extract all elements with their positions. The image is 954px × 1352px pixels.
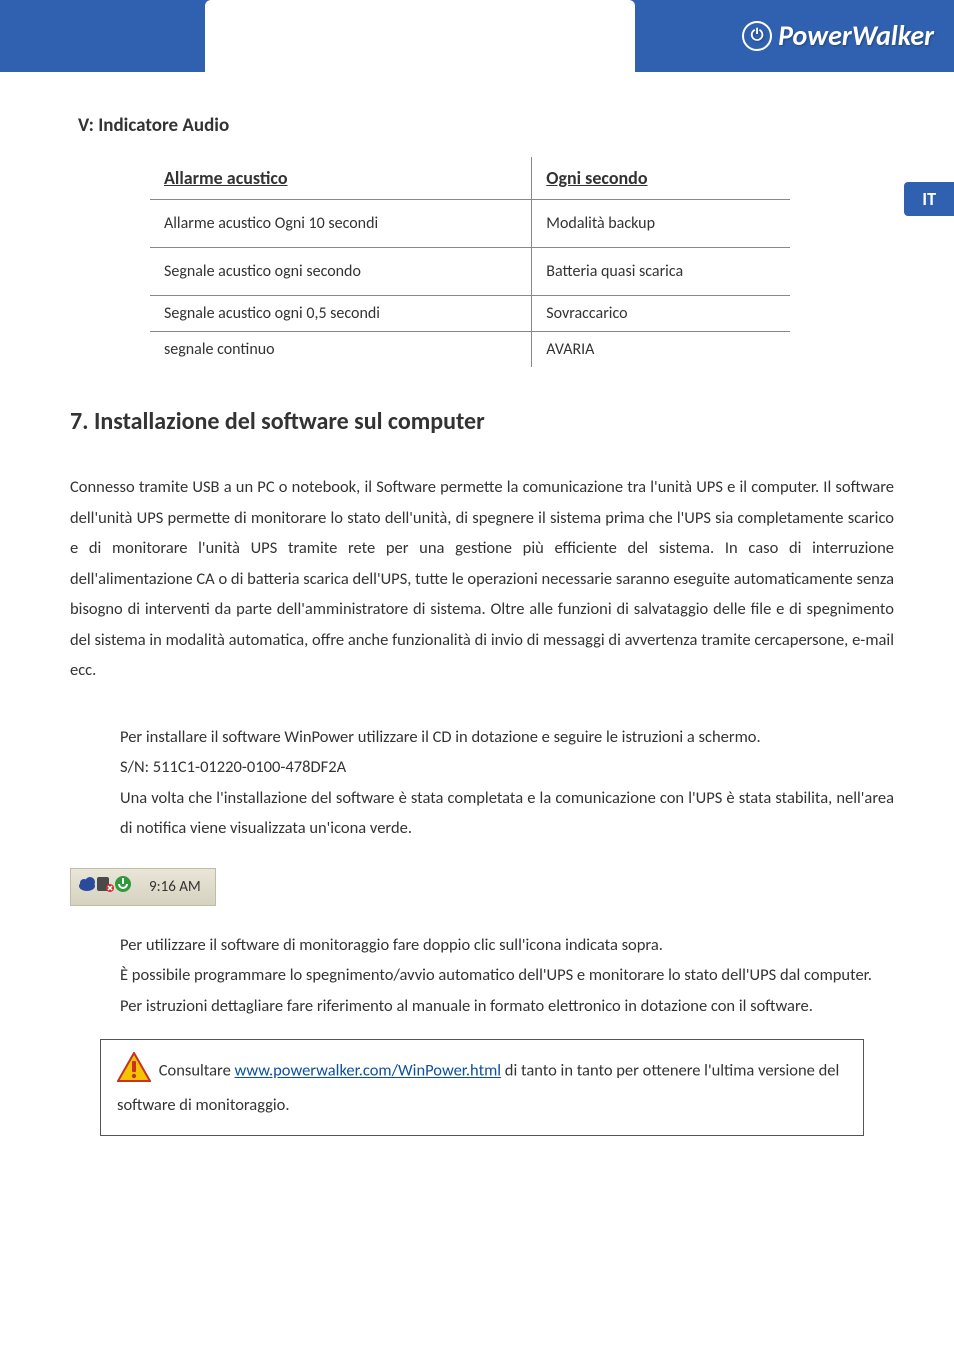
subheading-audio-indicator: V: Indicatore Audio (78, 114, 894, 137)
update-note-box: Consultare www.powerwalker.com/WinPower.… (100, 1039, 864, 1136)
table-row: Allarme acustico Ogni 10 secondiModalità… (150, 200, 790, 248)
table-cell-meaning: Batteria quasi scarica (532, 248, 790, 296)
install-line-1: Per installare il software WinPower util… (120, 722, 894, 753)
winpower-link[interactable]: www.powerwalker.com/WinPower.html (235, 1061, 502, 1081)
table-cell-meaning: Modalità backup (532, 200, 790, 248)
install-line-3: Una volta che l'installazione del softwa… (120, 783, 894, 844)
table-header-right: Ogni secondo (532, 157, 790, 200)
brand-logo: ⏻ PowerWalker (742, 18, 934, 53)
device-icon (95, 875, 113, 893)
cloud-icon (77, 875, 95, 893)
table-row: segnale continuoAVARIA (150, 332, 790, 368)
serial-prefix: S/N: (120, 757, 153, 777)
usage-instructions: Per utilizzare il software di monitoragg… (120, 930, 894, 1022)
brand-name: PowerWalker (778, 18, 934, 53)
header-bar: ⏻ PowerWalker (0, 0, 954, 72)
header-white-tab (205, 0, 635, 72)
table-cell-meaning: Sovraccarico (532, 296, 790, 332)
table-cell-alarm: Segnale acustico ogni secondo (150, 248, 532, 296)
usage-line-3: Per istruzioni dettagliare fare riferime… (120, 991, 894, 1022)
system-tray-mockup: 9:16 AM (70, 868, 216, 906)
table-cell-alarm: Segnale acustico ogni 0,5 secondi (150, 296, 532, 332)
table-header-left: Allarme acustico (150, 157, 532, 200)
page-content: V: Indicatore Audio Allarme acustico Ogn… (0, 72, 954, 1166)
audio-indicator-table: Allarme acustico Ogni secondo Allarme ac… (150, 157, 790, 367)
warning-icon (117, 1052, 151, 1091)
serial-number: 511C1-01220-0100-478DF2A (153, 757, 346, 777)
table-cell-meaning: AVARIA (532, 332, 790, 368)
table-cell-alarm: segnale continuo (150, 332, 532, 368)
usage-line-1: Per utilizzare il software di monitoragg… (120, 930, 894, 961)
language-tab: IT (904, 182, 954, 216)
paragraph-intro: Connesso tramite USB a un PC o notebook,… (70, 472, 894, 686)
power-icon (113, 875, 131, 893)
install-serial-line: S/N: 511C1-01220-0100-478DF2A (120, 752, 894, 783)
power-symbol-icon: ⏻ (742, 21, 772, 51)
tray-clock: 9:16 AM (149, 878, 201, 896)
table-row: Segnale acustico ogni 0,5 secondiSovracc… (150, 296, 790, 332)
section-title-software-install: 7. Installazione del software sul comput… (70, 407, 894, 436)
table-row: Segnale acustico ogni secondoBatteria qu… (150, 248, 790, 296)
usage-line-2: È possibile programmare lo spegnimento/a… (120, 960, 894, 991)
install-instructions: Per installare il software WinPower util… (120, 722, 894, 844)
note-pre-text: Consultare (159, 1061, 235, 1081)
table-cell-alarm: Allarme acustico Ogni 10 secondi (150, 200, 532, 248)
